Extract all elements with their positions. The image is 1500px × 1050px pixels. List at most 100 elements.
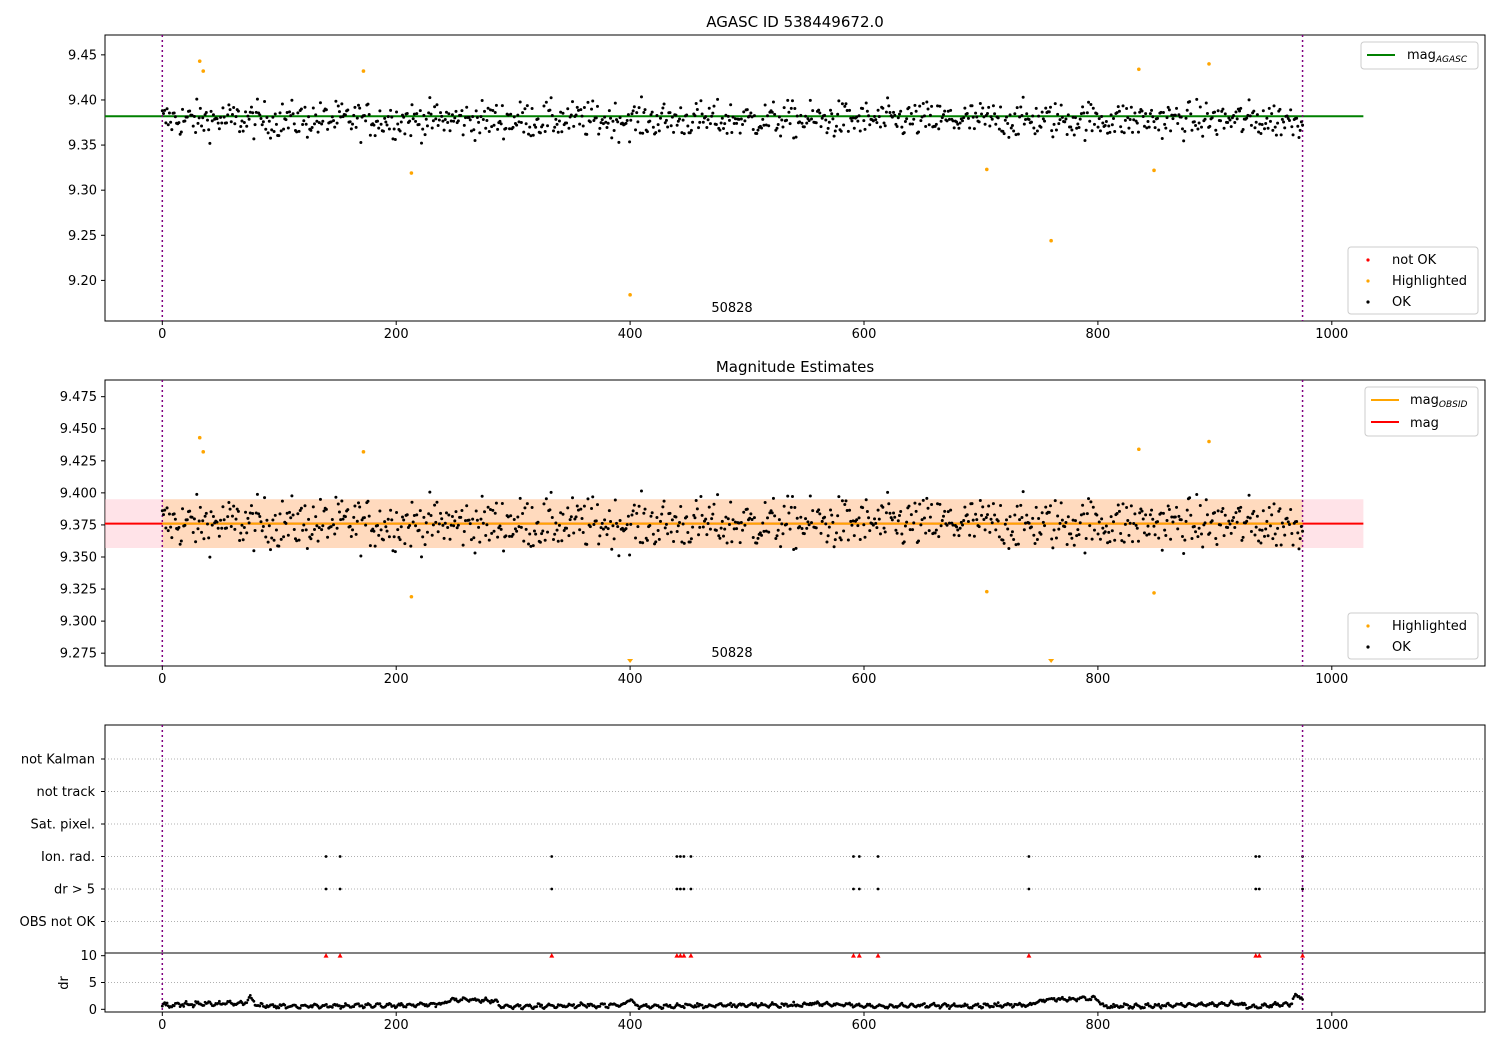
panel2-ok-point [1156, 520, 1160, 524]
panel2-highlighted-point [984, 589, 989, 594]
panel1-ok-point [179, 130, 183, 134]
panel1-highlighted-point [197, 59, 202, 63]
panel2-ok-point [378, 509, 382, 513]
panel2-ok-point [777, 518, 781, 522]
dr-point [1157, 1002, 1161, 1006]
panel1-ok-point [804, 114, 808, 118]
panel1-ok-point [1019, 105, 1023, 109]
panel2-ok-point [984, 515, 988, 519]
panel2-ok-point [297, 538, 301, 542]
svg-text:magOBSID: magOBSID [1410, 393, 1468, 410]
panel2-ok-point [751, 535, 755, 539]
panel2-ok-point [1257, 539, 1261, 543]
flag-point [857, 855, 861, 858]
panel2-ok-point [1123, 522, 1127, 526]
panel2-ok-point [1230, 519, 1234, 523]
panel2-ok-point [272, 538, 276, 542]
panel1-ok-point [337, 110, 341, 114]
panel1-ok-point [453, 116, 457, 120]
panel1-ok-point [1157, 128, 1161, 132]
panel2-ok-point [219, 518, 223, 522]
panel2-ok-point [1116, 503, 1120, 507]
panel2-ok-point [513, 527, 517, 531]
panel1-ok-point [1183, 129, 1187, 133]
panel1-ok-point [304, 122, 308, 126]
panel2-ok-point [400, 515, 404, 519]
dr-point [1244, 1003, 1247, 1007]
panel1-ok-point [1289, 108, 1293, 112]
panel2-highlighted-point [1152, 591, 1156, 595]
panel2-ok-point [532, 529, 536, 533]
panel2-ok-point [648, 524, 652, 528]
panel1-ok-point [974, 111, 978, 115]
panel1-ok-point [939, 119, 943, 123]
panel2-ok-point [453, 519, 457, 523]
panel1-ok-point [349, 127, 353, 131]
flag-point [689, 855, 693, 858]
panel2-ok-point [1232, 516, 1236, 520]
panel2-ok-point [858, 538, 862, 542]
panel2-ok-point [540, 532, 544, 536]
panel2-ok-point [303, 504, 307, 508]
flag-point [852, 855, 855, 858]
panel1-ok-point [1131, 130, 1135, 134]
panel1-ok-point [1222, 126, 1226, 130]
panel2-ok-point [1239, 505, 1243, 509]
panel1-ok-point [339, 115, 343, 119]
panel1-ok-point [1123, 118, 1127, 122]
panel2-ok-point [403, 542, 407, 546]
panel2-ok-point [1087, 497, 1091, 501]
panel1-ok-point [233, 122, 237, 126]
panel2-ok-point [670, 518, 674, 522]
panel1-ok-point [1204, 101, 1208, 105]
panel1-ok-point [177, 121, 181, 125]
dr-point [389, 1002, 392, 1006]
panel2-ok-point [842, 529, 846, 533]
panel1-ok-point [232, 106, 236, 110]
legend-ok-label: OK [1392, 295, 1411, 310]
panel1-ok-point [1274, 133, 1278, 137]
panel2-ok-point [917, 539, 921, 543]
dr-point [946, 1003, 950, 1007]
panel2-ok-point [322, 509, 326, 513]
panel2-ok-point [997, 535, 1001, 539]
panel2-ok-point [642, 511, 646, 515]
panel1-ok-point [818, 111, 822, 115]
legend-notok-label: not OK [1392, 253, 1437, 268]
panel1-ok-point [658, 116, 662, 120]
panel2-ok-point [1025, 513, 1029, 517]
flag-category-label: dr > 5 [54, 883, 95, 898]
panel2-ok-point [1096, 532, 1100, 536]
panel2-ok-point [354, 532, 358, 536]
panel1-ok-point [1182, 139, 1186, 143]
panel2-ok-point [202, 537, 206, 541]
panel2-ok-point [605, 533, 609, 537]
panel1-ok-point [601, 122, 605, 126]
panel2-ok-point [924, 531, 928, 535]
panel2-ok-point [280, 499, 284, 503]
panel1-ok-point [543, 129, 547, 133]
dr-point [1060, 995, 1064, 999]
panel1-ok-point [255, 97, 259, 101]
panel1-ok-point [1147, 125, 1151, 129]
panel1-ok-point [1156, 116, 1160, 120]
panel2-ok-point [780, 522, 784, 526]
panel1-ok-point [1060, 115, 1064, 119]
panel2-ok-point [863, 535, 867, 539]
dr-point [283, 1003, 287, 1007]
panel2-ok-point [691, 525, 695, 529]
panel1-ok-point [229, 120, 233, 124]
panel2-ok-point [1173, 515, 1177, 519]
panel2-ok-point [173, 517, 177, 521]
dr-point [1052, 996, 1056, 1000]
panel2-ok-point [253, 529, 257, 533]
panel1-ok-point [716, 97, 720, 101]
panel2-ok-point [1297, 547, 1301, 551]
panel1-ok-point [230, 113, 234, 117]
panel1-ok-point [793, 106, 797, 110]
panel2-ok-point [517, 525, 521, 529]
panel2-ok-point [1133, 512, 1137, 516]
panel2-ok-point [711, 512, 715, 516]
panel1-ok-point [398, 129, 402, 133]
panel1-ok-point [553, 125, 557, 129]
